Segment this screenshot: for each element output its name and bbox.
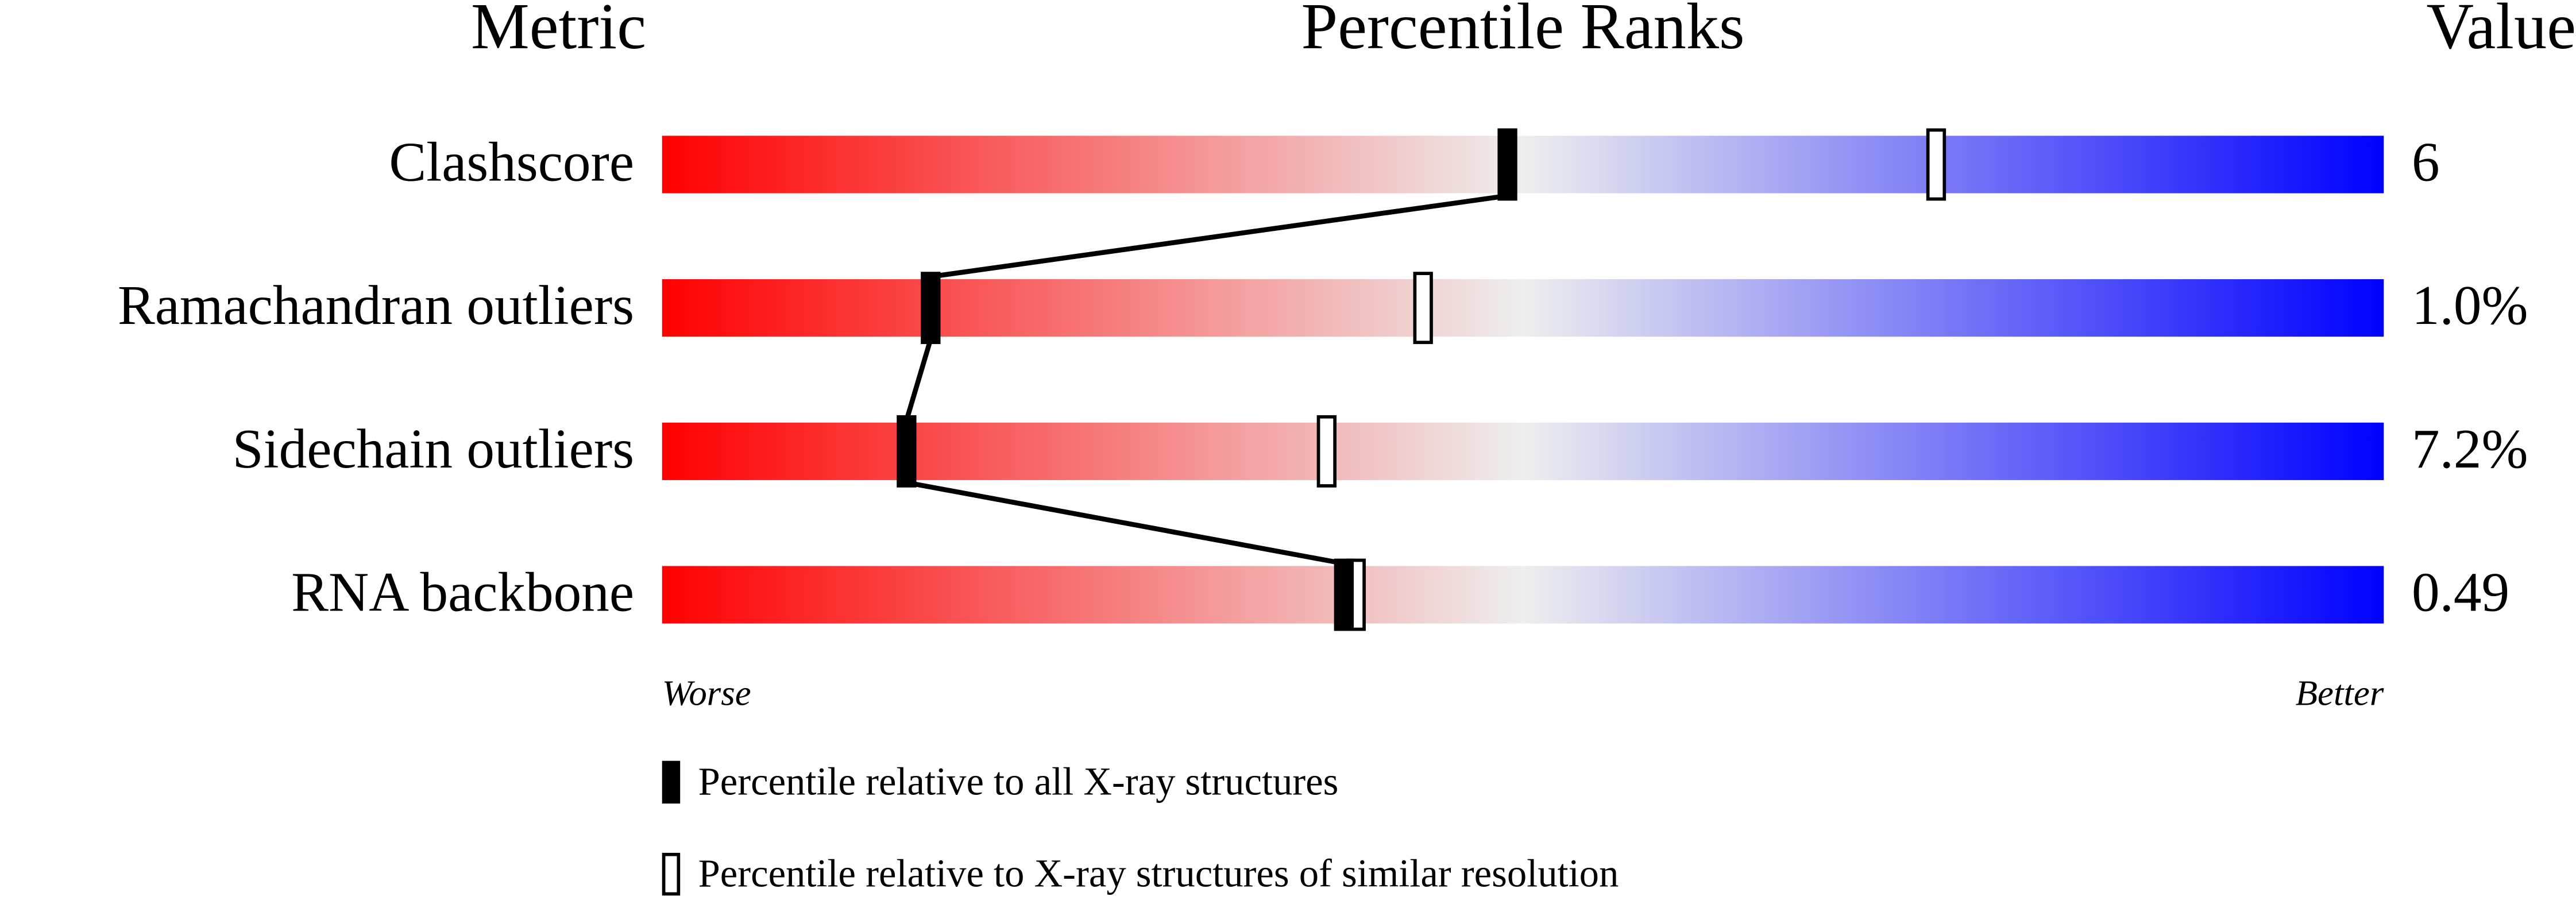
metric-label: Clashscore [389, 131, 634, 193]
worse-label: Worse [662, 673, 751, 713]
gradient-bar [662, 422, 2384, 480]
marker-all [1334, 558, 1354, 631]
metric-label: Sidechain outliers [233, 418, 635, 480]
marker-similar [1316, 415, 1337, 488]
legend-label: Percentile relative to X-ray structures … [698, 852, 1619, 895]
marker-all [1497, 128, 1517, 201]
gradient-bar [662, 566, 2384, 624]
metric-value: 7.2% [2412, 418, 2528, 480]
metric-value: 6 [2412, 131, 2440, 193]
header-metric: Metric [471, 0, 646, 63]
header-value: Value [2427, 0, 2576, 63]
metric-label: RNA backbone [291, 562, 634, 624]
legend-swatch [662, 760, 681, 804]
marker-similar [1926, 128, 1947, 201]
marker-all [897, 415, 917, 488]
header-percentile: Percentile Ranks [1301, 0, 1745, 63]
gradient-bar [662, 279, 2384, 337]
metric-value: 0.49 [2412, 562, 2509, 624]
better-label: Better [2296, 673, 2384, 713]
marker-all [921, 272, 941, 345]
legend-label: Percentile relative to all X-ray structu… [698, 759, 1339, 803]
marker-similar [1413, 272, 1433, 345]
gradient-bar [662, 136, 2384, 194]
legend-swatch [662, 852, 681, 896]
metric-label: Ramachandran outliers [118, 275, 634, 337]
metric-value: 1.0% [2412, 275, 2528, 337]
connector-line [906, 196, 1507, 626]
